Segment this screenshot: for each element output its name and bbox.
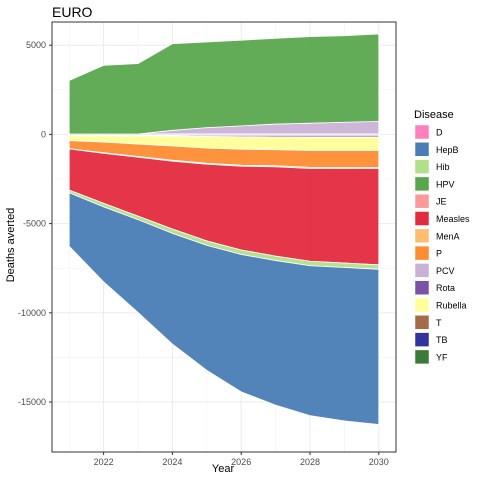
legend-swatch-hib (414, 159, 430, 174)
legend-swatch-rota (414, 280, 430, 295)
y-tick-label: 5000 (26, 40, 46, 50)
plot-panel (51, 21, 397, 453)
chart-title: EURO (52, 4, 93, 20)
y-tick-label: -5000 (23, 219, 46, 229)
y-axis: 5000 0 -5000 -10000 -15000 (18, 40, 52, 407)
legend-label-d: D (436, 128, 443, 138)
legend-label-rubella: Rubella (436, 301, 467, 311)
legend-label-tb: TB (436, 335, 448, 345)
legend-swatch-hpv (414, 176, 430, 192)
legend-label-hib: Hib (436, 162, 450, 172)
area-hepb (68, 192, 380, 425)
legend-swatch-yf (414, 349, 430, 365)
x-axis-title: Year (212, 463, 235, 475)
x-axis: 2022 2024 2026 2028 2030 (94, 452, 389, 467)
legend-swatch-measles (414, 211, 430, 226)
legend-label-yf: YF (436, 352, 448, 362)
y-tick-label: -15000 (18, 397, 46, 407)
negative-areas (68, 134, 380, 425)
legend-swatch-d (414, 124, 430, 140)
legend-swatch-pcv (414, 263, 430, 278)
legend-swatch-mena (414, 228, 430, 244)
y-tick-label: 0 (41, 129, 46, 139)
legend: Disease D HepB Hib HPV JE Measles MenA P PCV Rota… (414, 109, 470, 365)
legend-label-hpv: HPV (436, 179, 455, 189)
legend-swatch-p (414, 245, 430, 261)
legend-label-pcv: PCV (436, 266, 455, 276)
legend-swatch-je (414, 193, 430, 209)
legend-swatch-t (414, 315, 430, 330)
legend-swatch-hepb (414, 142, 430, 157)
legend-label-hepb: HepB (436, 145, 459, 155)
x-tick-label: 2028 (300, 457, 320, 467)
legend-title: Disease (414, 109, 454, 121)
legend-label-t: T (436, 318, 442, 328)
x-tick-label: 2024 (162, 457, 182, 467)
legend-label-mena: MenA (436, 231, 460, 241)
y-axis-title: Deaths averted (5, 208, 17, 283)
legend-label-je: JE (436, 197, 447, 207)
y-tick-label: -10000 (18, 308, 46, 318)
x-tick-label: 2022 (94, 457, 114, 467)
legend-label-p: P (436, 249, 442, 259)
x-tick-label: 2026 (231, 457, 251, 467)
panel-border (51, 21, 397, 453)
legend-swatch-rubella (414, 297, 430, 313)
x-tick-label: 2030 (369, 457, 389, 467)
legend-swatch-tb (414, 332, 430, 347)
legend-label-rota: Rota (436, 283, 455, 293)
legend-label-measles: Measles (436, 214, 470, 224)
area-hpv (68, 33, 380, 135)
